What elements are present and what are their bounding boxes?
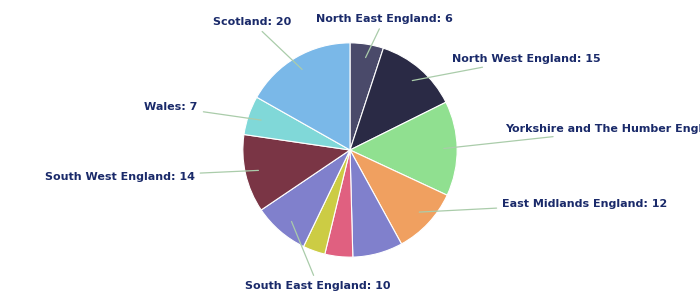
Wedge shape xyxy=(350,102,457,195)
Text: South West England: 14: South West England: 14 xyxy=(45,170,258,182)
Text: Yorkshire and The Humber England: 17: Yorkshire and The Humber England: 17 xyxy=(444,124,700,148)
Wedge shape xyxy=(350,43,384,150)
Text: East Midlands England: 12: East Midlands England: 12 xyxy=(419,199,667,212)
Text: Scotland: 20: Scotland: 20 xyxy=(213,17,302,69)
Wedge shape xyxy=(350,150,447,244)
Wedge shape xyxy=(325,150,353,257)
Wedge shape xyxy=(304,150,350,254)
Text: Wales: 7: Wales: 7 xyxy=(144,102,261,120)
Wedge shape xyxy=(243,134,350,210)
Wedge shape xyxy=(257,43,350,150)
Wedge shape xyxy=(244,97,350,150)
Wedge shape xyxy=(350,150,402,257)
Text: North West England: 15: North West England: 15 xyxy=(412,54,601,81)
Wedge shape xyxy=(261,150,350,247)
Text: North East England: 6: North East England: 6 xyxy=(316,14,453,58)
Wedge shape xyxy=(350,48,446,150)
Text: South East England: 10: South East England: 10 xyxy=(245,221,391,291)
